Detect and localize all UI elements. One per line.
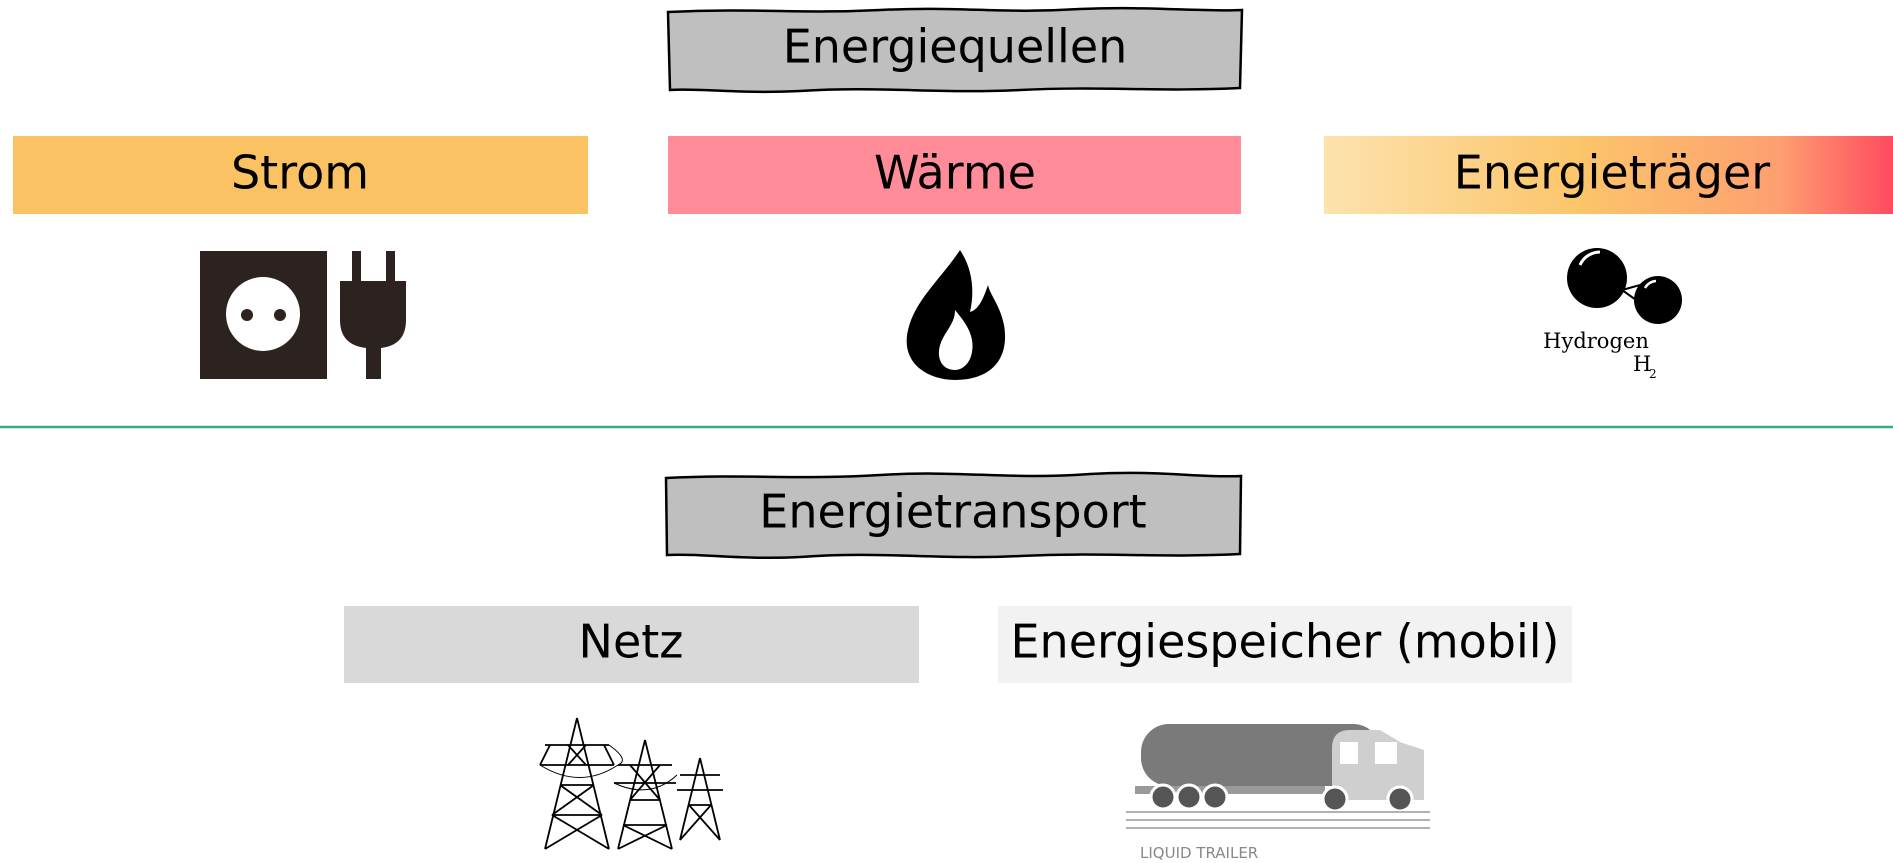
truck-icon: LIQUID TRAILER bbox=[1126, 724, 1430, 862]
category-box bbox=[1324, 136, 1893, 214]
category-box bbox=[998, 606, 1572, 683]
category-label: Wärme bbox=[874, 146, 1036, 200]
formula: H bbox=[1633, 352, 1651, 376]
section-title: Energiequellen bbox=[783, 20, 1128, 74]
icon-caption: Hydrogen bbox=[1543, 329, 1649, 353]
category-label: Strom bbox=[231, 146, 369, 200]
category-label: Energiespeicher (mobil) bbox=[1010, 615, 1559, 669]
icon-caption: LIQUID TRAILER bbox=[1140, 844, 1258, 862]
title-box bbox=[666, 6, 1244, 94]
section-title: Energietransport bbox=[759, 485, 1146, 539]
hydrogen-icon: Hydrogen H 2 bbox=[1543, 248, 1682, 381]
category-box bbox=[13, 136, 588, 214]
title-box bbox=[664, 471, 1243, 560]
category-box bbox=[344, 606, 919, 683]
category-label: Energieträger bbox=[1454, 146, 1771, 200]
socket-icon bbox=[200, 251, 406, 379]
flame-icon bbox=[906, 250, 1006, 380]
category-label: Netz bbox=[579, 615, 684, 669]
pylon-icon bbox=[539, 717, 723, 850]
formula-subscript: 2 bbox=[1649, 367, 1657, 381]
category-box bbox=[668, 136, 1241, 214]
